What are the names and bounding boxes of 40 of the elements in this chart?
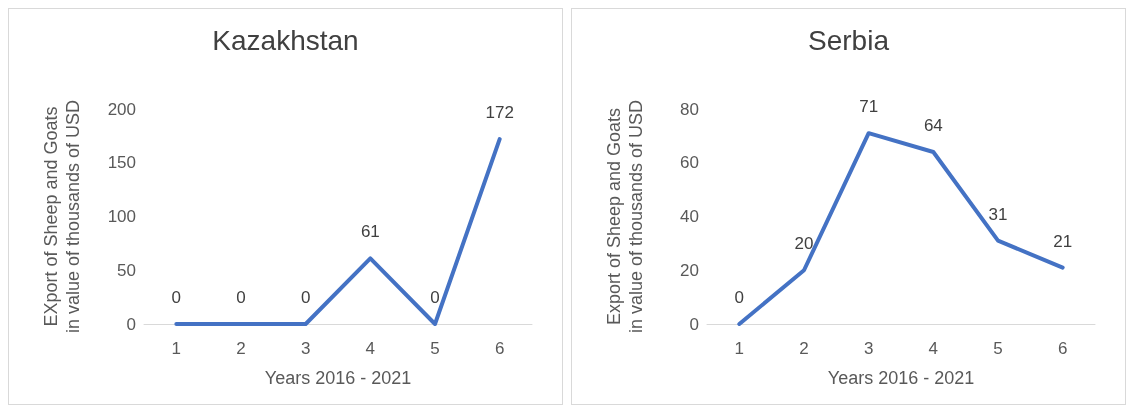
y-tick-label: 100 — [107, 207, 136, 226]
data-label: 172 — [485, 103, 514, 123]
x-tick-label: 1 — [171, 339, 182, 358]
data-label: 71 — [859, 97, 879, 117]
y-tick-label: 50 — [117, 260, 136, 280]
y-tick-label: 80 — [680, 99, 699, 119]
y-tick-label: 40 — [680, 207, 699, 226]
data-label: 0 — [171, 288, 182, 307]
chart-title: Kazakhstan — [212, 24, 359, 56]
y-tick-label: 60 — [680, 153, 699, 173]
x-tick-label: 2 — [236, 339, 246, 358]
data-label: 0 — [734, 288, 745, 307]
x-tick-label: 5 — [993, 339, 1003, 358]
data-label: 64 — [923, 116, 943, 135]
x-axis-title: Years 2016 - 2021 — [827, 368, 975, 388]
y-tick-label: 0 — [689, 314, 699, 334]
x-tick-label: 3 — [300, 339, 311, 358]
data-label: 20 — [794, 234, 814, 254]
y-axis-title: EXport of Sheep and Goats in value of thousands of USD — [41, 99, 83, 334]
data-label: 31 — [988, 204, 1008, 224]
x-tick-label: 4 — [928, 339, 939, 358]
x-tick-label: 2 — [799, 339, 809, 358]
y-tick-label: 0 — [126, 314, 136, 334]
data-label: 61 — [360, 222, 380, 242]
x-tick-label: 6 — [1057, 339, 1068, 358]
data-label: 21 — [1053, 231, 1073, 251]
x-tick-label: 1 — [734, 339, 745, 358]
x-tick-label: 3 — [863, 339, 874, 358]
data-label: 0 — [300, 288, 311, 307]
x-tick-label: 5 — [430, 339, 440, 358]
y-tick-label: 150 — [107, 153, 136, 173]
y-tick-label: 20 — [680, 260, 699, 280]
data-label: 0 — [430, 288, 440, 307]
chart-title: Serbia — [808, 24, 890, 56]
y-axis-title: Export of Sheep and Goats in value of thousands of USD — [604, 99, 646, 334]
x-axis-title: Years 2016 - 2021 — [264, 368, 412, 388]
data-label: 0 — [236, 288, 246, 307]
x-tick-label: 6 — [494, 339, 505, 358]
x-tick-label: 4 — [365, 339, 376, 358]
y-tick-label: 200 — [107, 99, 136, 119]
